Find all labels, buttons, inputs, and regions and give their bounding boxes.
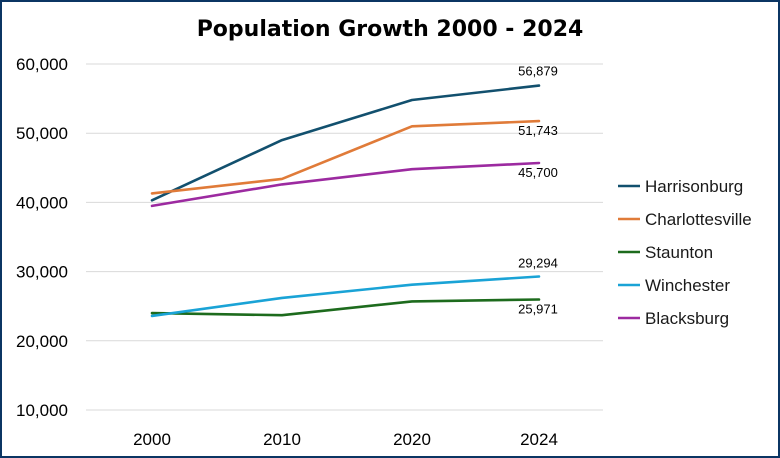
y-tick-label: 10,000 [16,401,68,420]
chart-title: Population Growth 2000 - 2024 [197,17,584,42]
data-labels: 56,879 51,743 25,971 29,294 45,700 [518,64,558,317]
x-tick-label: 2010 [263,430,301,449]
data-label-charlottesville: 51,743 [518,123,558,138]
legend-label-charlottesville: Charlottesville [645,210,752,229]
data-label-blacksburg: 45,700 [518,165,558,180]
series-line-harrisonburg [150,84,541,202]
series-line-staunton [150,298,541,317]
series-lines [150,84,541,318]
series-line-charlottesville [150,119,541,195]
y-tick-label: 60,000 [16,55,68,74]
y-tick-label: 50,000 [16,124,68,143]
gridlines [86,63,603,411]
x-tick-label: 2020 [393,430,431,449]
legend-label-blacksburg: Blacksburg [645,309,729,328]
y-tick-label: 20,000 [16,332,68,351]
x-tick-label: 2000 [133,430,171,449]
legend-label-harrisonburg: Harrisonburg [645,177,743,196]
x-axis: 2000 2010 2020 2024 [133,430,558,449]
legend-label-staunton: Staunton [645,243,713,262]
legend: Harrisonburg Charlottesville Staunton Winch… [618,177,752,328]
data-label-winchester: 29,294 [518,255,558,270]
data-label-harrisonburg: 56,879 [518,64,558,79]
legend-label-winchester: Winchester [645,276,730,295]
y-tick-label: 40,000 [16,193,68,212]
y-axis: 60,000 50,000 40,000 30,000 20,000 10,000 [16,55,68,420]
data-label-staunton: 25,971 [518,301,558,316]
x-tick-label: 2024 [520,430,558,449]
y-tick-label: 30,000 [16,263,68,282]
series-line-winchester [150,275,541,318]
series-line-blacksburg [150,161,541,208]
